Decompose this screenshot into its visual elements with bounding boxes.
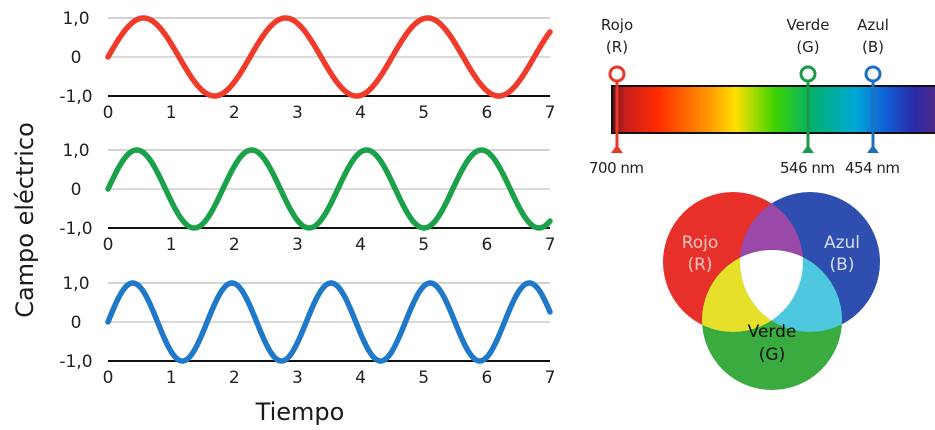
marker-code: (G): [796, 38, 819, 56]
marker-name: Azul: [857, 16, 889, 34]
x-tick-label: 2: [229, 368, 240, 388]
venn-label-green-name: Verde: [748, 322, 797, 342]
x-tick-label: 1: [166, 103, 177, 123]
spectrum-marker-rojo: Rojo (R) 700 nm: [589, 16, 644, 177]
marker-code: (B): [862, 38, 884, 56]
venn-label-red-name: Rojo: [682, 233, 719, 253]
marker-wavelength: 700 nm: [589, 159, 644, 177]
venn-label-red-code: (R): [687, 255, 712, 275]
x-tick-label: 1: [166, 368, 177, 388]
spectrum-marker-azul: Azul (B) 454 nm: [845, 16, 900, 177]
x-tick-label: 3: [292, 368, 303, 388]
marker-wavelength: 454 nm: [845, 159, 900, 177]
wave-series-2: [105, 147, 553, 231]
marker-ring: [864, 65, 882, 83]
venn-center-white: [740, 250, 803, 332]
wave-series-3: [105, 280, 553, 364]
x-tick-label: 5: [418, 235, 429, 255]
x-tick-label: 6: [481, 103, 492, 123]
spectrum: Rojo (R) 700 nm Verde (G) 546 nm Azul (B) 454 nm: [589, 16, 935, 177]
marker-pointer: [802, 145, 814, 153]
x-tick-label: 0: [103, 368, 114, 388]
wave-panel-1: 1,0 0 -1,0 0 1 2 3 4 5 6 7: [59, 9, 555, 123]
x-tick-label: 3: [292, 235, 303, 255]
y-tick-label: 0: [71, 48, 82, 68]
marker-code: (R): [606, 38, 628, 56]
marker-pointer: [611, 145, 623, 153]
marker-ring: [799, 65, 817, 83]
x-tick-label: 0: [103, 235, 114, 255]
x-tick-label: 1: [166, 235, 177, 255]
x-tick-label: 2: [229, 235, 240, 255]
x-tick-label: 6: [481, 368, 492, 388]
additive-color-venn: Rojo(R) Azul(B) Verde (G): [663, 192, 880, 390]
y-tick-label: 1,0: [62, 9, 89, 29]
x-tick-label: 5: [418, 103, 429, 123]
x-tick-label: 3: [292, 103, 303, 123]
x-tick-label: 7: [545, 368, 556, 388]
marker-pointer: [867, 145, 879, 153]
wave-series-1: [105, 15, 553, 99]
venn-label-blue-name: Azul: [824, 233, 860, 253]
marker-wavelength: 546 nm: [780, 159, 835, 177]
x-tick-label: 4: [355, 103, 366, 123]
marker-name: Rojo: [601, 16, 633, 34]
y-tick-label: 1,0: [62, 141, 89, 161]
x-tick-label: 7: [545, 235, 556, 255]
spectrum-marker-verde: Verde (G) 546 nm: [780, 16, 835, 177]
x-tick-label: 2: [229, 103, 240, 123]
x-tick-label: 7: [545, 103, 556, 123]
y-tick-label: -1,0: [59, 219, 92, 239]
x-tick-label: 6: [481, 235, 492, 255]
venn-label-green-code: (G): [759, 345, 785, 365]
x-tick-label: 0: [103, 103, 114, 123]
wave-panel-2: 1,0 0 -1,0 0 1 2 3 4 5 6 7: [59, 141, 555, 255]
y-tick-label: -1,0: [59, 87, 92, 107]
x-axis-title: Tiempo: [255, 398, 345, 426]
wave-panel-3: 1,0 0 -1,0 0 1 2 3 4 5 6 7: [59, 274, 555, 388]
marker-name: Verde: [787, 16, 830, 34]
x-tick-label: 4: [355, 368, 366, 388]
marker-ring: [608, 65, 626, 83]
y-tick-label: 1,0: [62, 274, 89, 294]
x-tick-label: 5: [418, 368, 429, 388]
y-tick-label: 0: [71, 180, 82, 200]
venn-label-blue-code: (B): [830, 255, 855, 275]
y-axis-title: Campo eléctrico: [11, 122, 39, 318]
spectrum-bar: [611, 85, 935, 134]
x-tick-label: 4: [355, 235, 366, 255]
y-tick-label: -1,0: [59, 352, 92, 372]
y-tick-label: 0: [71, 313, 82, 333]
